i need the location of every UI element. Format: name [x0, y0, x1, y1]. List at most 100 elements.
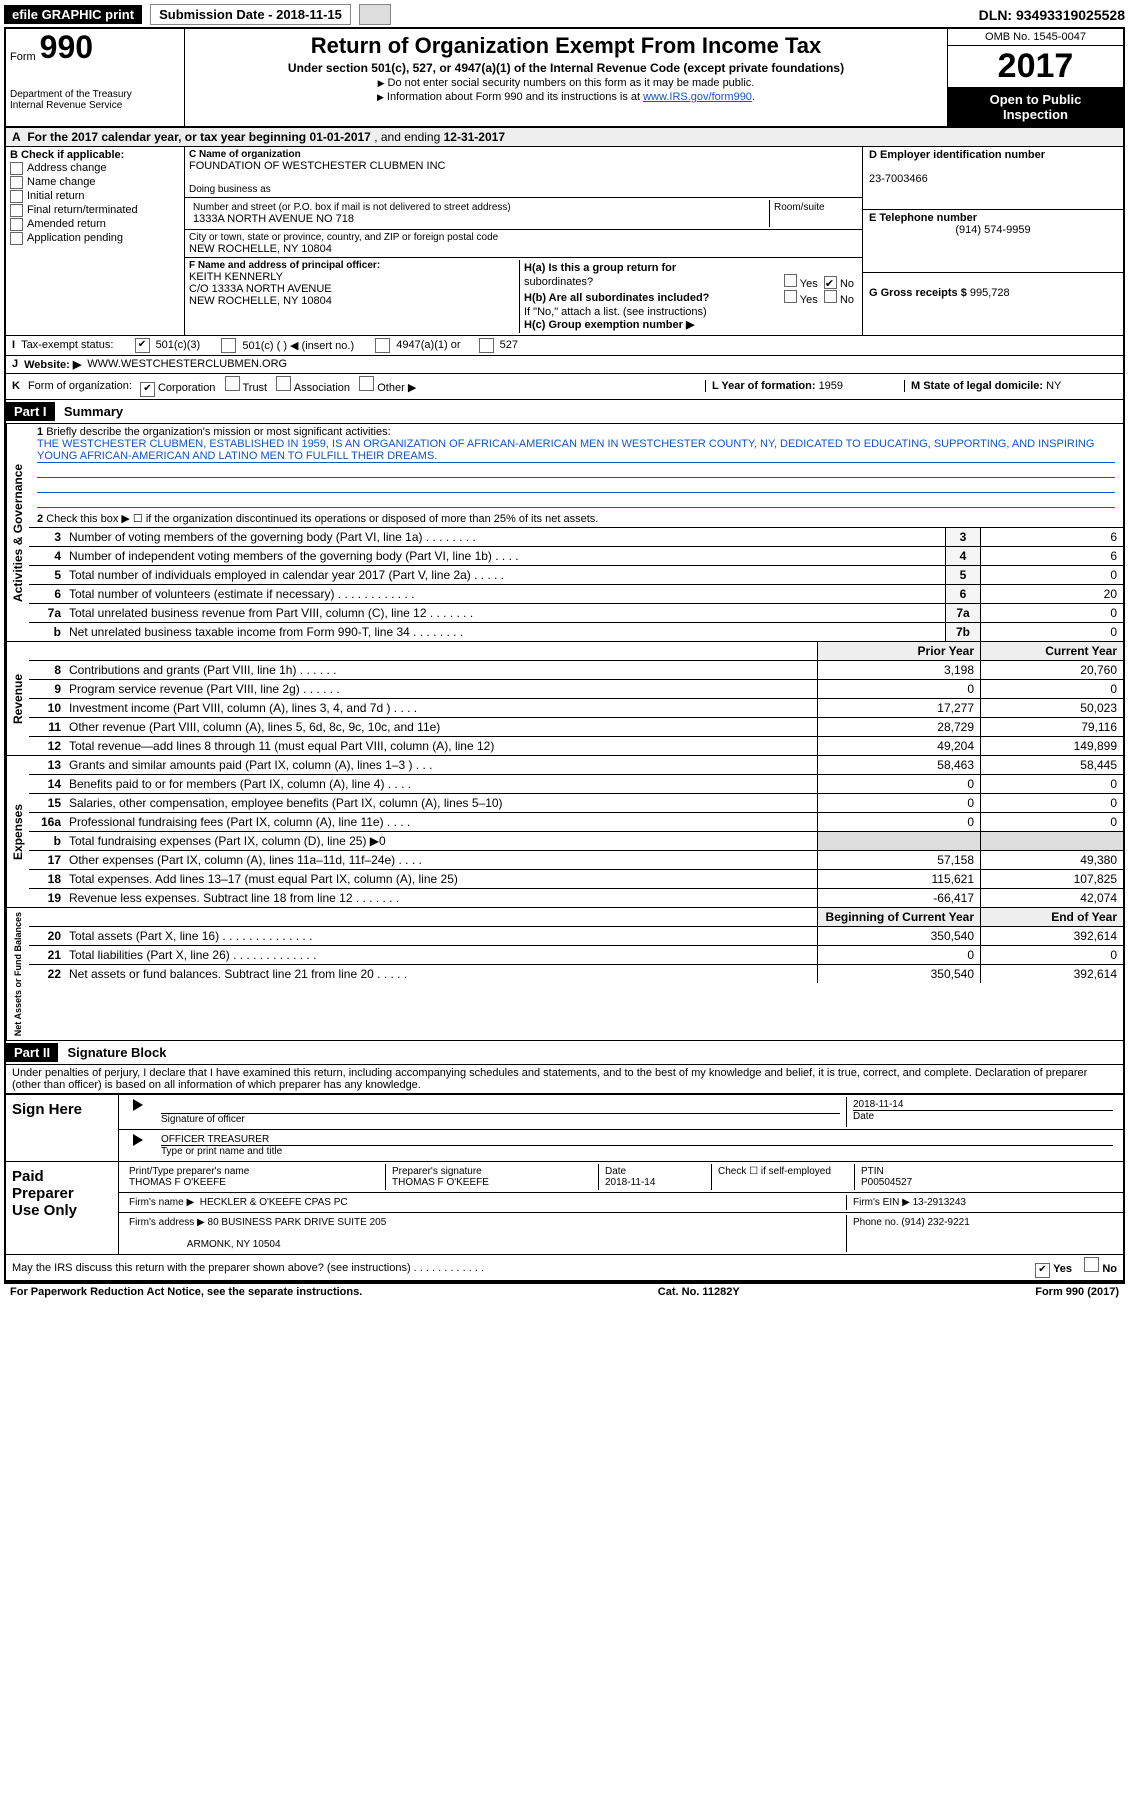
checkbox-icon[interactable] — [1084, 1257, 1099, 1272]
row-a-pre: For the 2017 calendar year, or tax year … — [27, 130, 309, 144]
checkbox-icon[interactable] — [784, 290, 797, 303]
instr-ssn: Do not enter social security numbers on … — [388, 77, 755, 89]
boy-val: 350,540 — [817, 927, 980, 945]
checkbox-icon[interactable] — [10, 232, 23, 245]
gross-label: G Gross receipts $ — [869, 287, 970, 299]
vtab-revenue: Revenue — [6, 642, 29, 755]
checkbox-icon[interactable] — [784, 274, 797, 287]
sign-here-label: Sign Here — [6, 1095, 119, 1161]
checkbox-icon[interactable] — [479, 338, 494, 353]
vtab-expenses: Expenses — [6, 756, 29, 907]
line-j-label: J — [12, 358, 18, 370]
line-desc: Benefits paid to or for members (Part IX… — [65, 775, 817, 793]
prior-year-val: 115,621 — [817, 870, 980, 888]
checkbox-icon[interactable] — [10, 190, 23, 203]
line-desc: Professional fundraising fees (Part IX, … — [65, 813, 817, 831]
row-a-mid: , and ending — [374, 130, 443, 144]
irs-label: Internal Revenue Service — [10, 100, 180, 111]
org-name: FOUNDATION OF WESTCHESTER CLUBMEN INC — [189, 160, 858, 172]
prep-name-label: Print/Type preparer's name — [129, 1166, 379, 1177]
current-year-val — [980, 832, 1123, 850]
prep-name: THOMAS F O'KEEFE — [129, 1177, 379, 1188]
opt-501c3: 501(c)(3) — [156, 339, 201, 351]
part2-title: Signature Block — [67, 1045, 166, 1060]
ptin-label: PTIN — [861, 1166, 1113, 1177]
city-label: City or town, state or province, country… — [189, 232, 858, 243]
opt-4947: 4947(a)(1) or — [396, 339, 460, 351]
vtab-governance: Activities & Governance — [6, 424, 29, 641]
room-label: Room/suite — [774, 202, 854, 213]
checkbox-icon[interactable] — [10, 204, 23, 217]
line-num: 18 — [29, 870, 65, 888]
line-box: 4 — [945, 547, 980, 565]
checkbox-icon[interactable]: ✔ — [140, 382, 155, 397]
part1-header: Part I — [6, 402, 55, 421]
line-value: 0 — [980, 566, 1123, 584]
yes-label: Yes — [800, 294, 818, 306]
line-num: b — [29, 832, 65, 850]
checkbox-icon[interactable] — [359, 376, 374, 391]
prior-year-val: 3,198 — [817, 661, 980, 679]
check-b-item: Final return/terminated — [27, 204, 138, 216]
mission-text: THE WESTCHESTER CLUBMEN, ESTABLISHED IN … — [37, 438, 1115, 463]
form-label: Form — [10, 51, 36, 63]
line-desc: Other revenue (Part VIII, column (A), li… — [65, 718, 817, 736]
ha-label: H(a) Is this a group return for — [524, 262, 676, 274]
prep-date-label: Date — [605, 1166, 705, 1177]
checkbox-icon[interactable] — [824, 290, 837, 303]
line-desc: Total unrelated business revenue from Pa… — [65, 604, 945, 622]
boy-val: 350,540 — [817, 965, 980, 983]
current-year-header: Current Year — [980, 642, 1123, 660]
form-number: 990 — [40, 31, 93, 63]
ptin-value: P00504527 — [861, 1177, 1113, 1188]
checkbox-icon[interactable]: ✔ — [135, 338, 150, 353]
part1-title: Summary — [64, 404, 123, 419]
prior-year-val: 28,729 — [817, 718, 980, 736]
checkbox-icon[interactable] — [10, 162, 23, 175]
firm-addr2: ARMONK, NY 10504 — [187, 1239, 281, 1250]
line-desc: Total expenses. Add lines 13–17 (must eq… — [65, 870, 817, 888]
line-value: 0 — [980, 623, 1123, 641]
no-label: No — [840, 278, 854, 290]
title-label: Type or print name and title — [161, 1146, 1113, 1157]
hb-note: If "No," attach a list. (see instruction… — [524, 306, 854, 318]
checkbox-icon[interactable] — [221, 338, 236, 353]
paid-label: Paid — [12, 1168, 112, 1185]
checkbox-icon[interactable]: ✔ — [1035, 1263, 1050, 1278]
checkbox-icon[interactable] — [375, 338, 390, 353]
efile-button[interactable]: efile GRAPHIC print — [4, 5, 142, 24]
line-desc: Program service revenue (Part VIII, line… — [65, 680, 817, 698]
useonly-label: Use Only — [12, 1202, 112, 1219]
current-year-val: 107,825 — [980, 870, 1123, 888]
line-num: 6 — [29, 585, 65, 603]
discuss-text: May the IRS discuss this return with the… — [12, 1262, 484, 1274]
state-domicile-label: M State of legal domicile: — [911, 380, 1046, 392]
firm-name-label: Firm's name ▶ — [129, 1197, 194, 1208]
hc-label: H(c) Group exemption number ▶ — [524, 319, 694, 331]
checkbox-icon[interactable]: ✔ — [824, 276, 837, 289]
prior-year-val: 49,204 — [817, 737, 980, 755]
blank-button[interactable] — [359, 4, 391, 25]
hb-label: H(b) Are all subordinates included? — [524, 292, 709, 304]
line-desc: Net assets or fund balances. Subtract li… — [65, 965, 817, 983]
checkbox-icon[interactable] — [10, 176, 23, 189]
check-b-item: Amended return — [27, 218, 106, 230]
yes-label: Yes — [1053, 1263, 1072, 1275]
line-num: 20 — [29, 927, 65, 945]
prior-year-val: 0 — [817, 813, 980, 831]
prior-year-val: 0 — [817, 794, 980, 812]
ein-value: 23-7003466 — [869, 173, 928, 185]
checkbox-icon[interactable] — [225, 376, 240, 391]
prior-year-header: Prior Year — [817, 642, 980, 660]
current-year-val: 0 — [980, 813, 1123, 831]
open-public-2: Inspection — [950, 107, 1121, 122]
line-num: 21 — [29, 946, 65, 964]
prior-year-val: 17,277 — [817, 699, 980, 717]
checkbox-icon[interactable] — [276, 376, 291, 391]
arrow-icon — [378, 77, 388, 89]
checkbox-icon[interactable] — [10, 218, 23, 231]
line-desc: Other expenses (Part IX, column (A), lin… — [65, 851, 817, 869]
tax-exempt-label: Tax-exempt status: — [21, 339, 113, 351]
line-box: 3 — [945, 528, 980, 546]
irs-link[interactable]: www.IRS.gov/form990 — [643, 91, 752, 103]
